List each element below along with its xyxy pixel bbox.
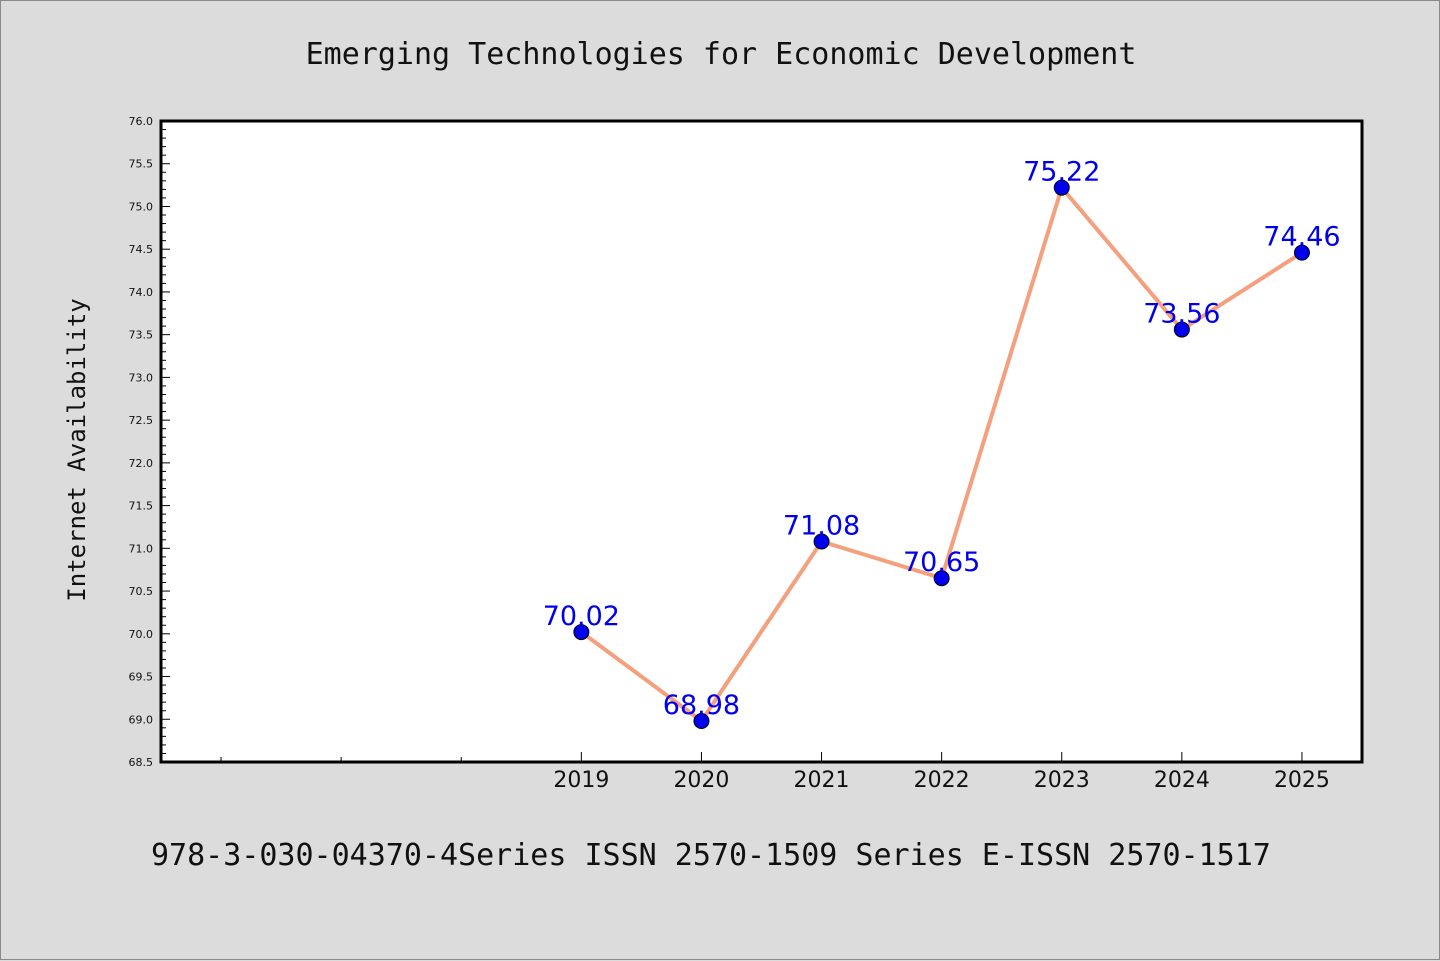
y-tick-label: 74.0 bbox=[129, 286, 154, 299]
x-tick-label: 2021 bbox=[794, 768, 850, 793]
y-tick-label: 70.5 bbox=[129, 585, 154, 598]
series-layer: 70.02 68.98 71.08 70.65 75.22 73.56 74.46 bbox=[543, 157, 1341, 729]
y-tick-label: 76.0 bbox=[129, 115, 154, 128]
x-tick-label: 2020 bbox=[673, 768, 729, 793]
plot-border bbox=[159, 119, 1364, 764]
y-tick-label: 72.0 bbox=[129, 457, 154, 470]
y-tick-label: 68.5 bbox=[129, 756, 154, 769]
x-tick-label: 2022 bbox=[914, 768, 970, 793]
y-tick-label: 74.5 bbox=[129, 243, 154, 256]
y-tick-label: 71.0 bbox=[129, 542, 154, 555]
data-point bbox=[933, 570, 950, 587]
x-tick-label: 2019 bbox=[553, 768, 609, 793]
data-point bbox=[573, 624, 590, 641]
data-label: 68.98 bbox=[663, 690, 740, 721]
y-tick-label: 73.5 bbox=[129, 329, 154, 342]
data-point bbox=[693, 712, 710, 729]
y-axis-label: Internet Availability bbox=[63, 298, 91, 601]
y-axis: 68.5 69.0 69.5 70.0 70.5 71.0 71.5 72.0 72.5 73.0… bbox=[129, 115, 170, 769]
data-label: 74.46 bbox=[1263, 222, 1340, 253]
y-tick-label: 71.5 bbox=[129, 500, 154, 513]
x-tick-label: 2025 bbox=[1274, 768, 1330, 793]
y-tick-label: 70.0 bbox=[129, 628, 154, 641]
footer-isbn-issn: 978-3-030-04370-4Series ISSN 2570-1509 S… bbox=[151, 838, 1271, 873]
x-axis: 2019 2020 2021 2022 2023 2024 2025 bbox=[220, 752, 1330, 793]
data-point bbox=[1053, 179, 1070, 196]
chart-title: Emerging Technologies for Economic Devel… bbox=[306, 37, 1137, 72]
data-label: 73.56 bbox=[1143, 299, 1220, 330]
data-point bbox=[1293, 244, 1310, 261]
y-tick-label: 72.5 bbox=[129, 414, 154, 427]
y-tick-label: 75.5 bbox=[129, 158, 154, 171]
data-label: 75.22 bbox=[1023, 157, 1100, 188]
y-tick-label: 75.0 bbox=[129, 200, 154, 213]
data-label: 71.08 bbox=[783, 510, 860, 541]
data-label: 70.02 bbox=[543, 601, 620, 632]
data-point bbox=[1173, 321, 1190, 338]
x-tick-label: 2024 bbox=[1154, 768, 1210, 793]
y-tick-label: 69.5 bbox=[129, 671, 154, 684]
y-tick-label: 73.0 bbox=[129, 371, 154, 384]
data-point bbox=[813, 533, 830, 550]
y-tick-label: 69.0 bbox=[129, 713, 154, 726]
plot-area bbox=[161, 121, 1362, 762]
data-label: 70.65 bbox=[903, 547, 980, 578]
x-tick-label: 2023 bbox=[1034, 768, 1090, 793]
